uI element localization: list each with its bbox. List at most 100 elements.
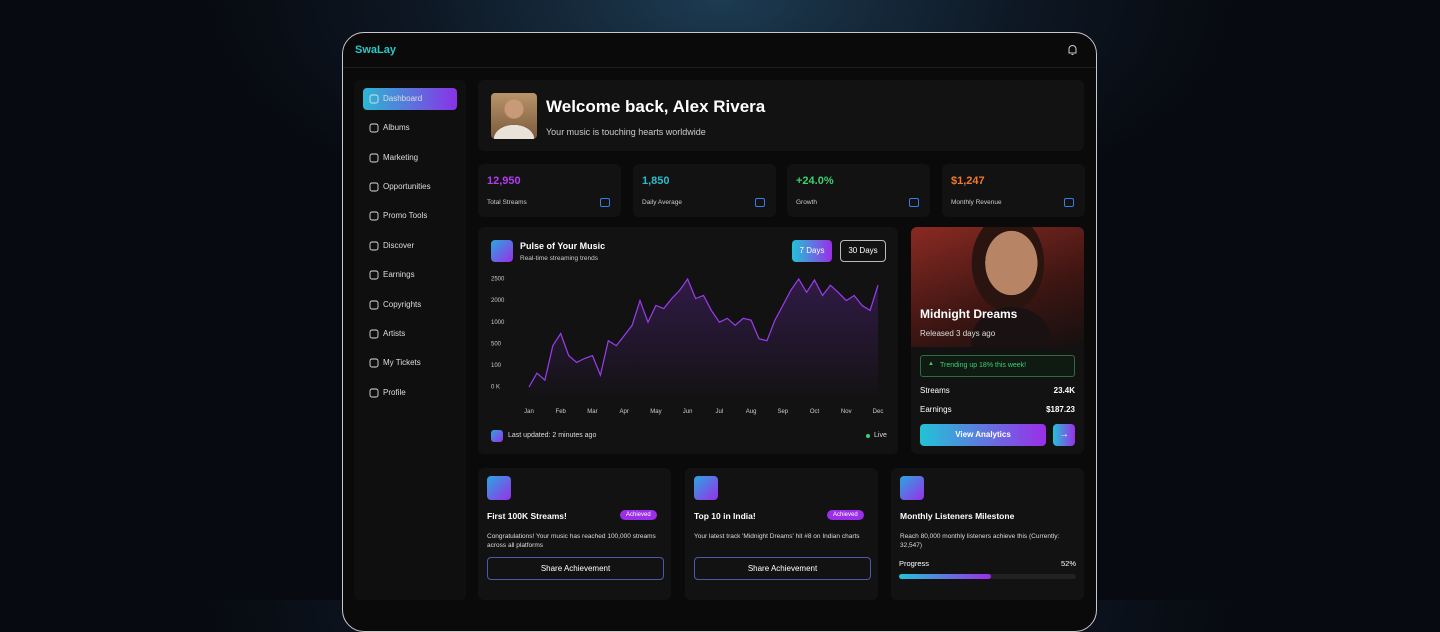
achievement-text: Your latest track 'Midnight Dreams' hit …	[694, 533, 860, 540]
stat-card	[633, 164, 776, 217]
achievement-badge: Achieved	[620, 510, 657, 520]
stat-label: Total Streams	[487, 199, 527, 206]
y-tick-label: 100	[491, 363, 502, 369]
sidebar	[354, 80, 466, 600]
stat-value: 12,950	[487, 175, 521, 187]
x-tick-label: Oct	[810, 409, 820, 415]
nav-item[interactable]: Earnings	[363, 264, 457, 286]
stat-label: Growth	[796, 199, 817, 206]
stat-label: Streams	[920, 386, 950, 395]
x-tick-label: Apr	[620, 409, 629, 415]
achievement-icon	[694, 476, 718, 500]
nav-icon	[369, 388, 379, 398]
release-date: Released 3 days ago	[920, 329, 996, 338]
line	[528, 277, 879, 388]
analytics-button[interactable]: View Analytics	[920, 424, 1046, 446]
y-tick-label: 500	[491, 341, 502, 347]
arrow-button[interactable]: →	[1053, 424, 1075, 446]
stat-card	[478, 164, 621, 217]
nav-icon	[369, 94, 379, 104]
release-title: Midnight Dreams	[920, 307, 1018, 321]
x-tick-label: Feb	[556, 409, 567, 415]
y-tick-label: 2000	[491, 298, 505, 304]
nav-item[interactable]: Dashboard	[363, 88, 457, 110]
stat-card	[787, 164, 930, 217]
achievement-text: Reach 80,000 monthly listeners achieve t…	[900, 533, 1060, 549]
achievement-text: Congratulations! Your music has reached …	[487, 533, 656, 549]
range-button[interactable]: 7 Days	[792, 240, 832, 262]
stat-value: $1,247	[951, 175, 985, 187]
welcome-title: Welcome back, Alex Rivera	[546, 97, 766, 116]
live-dot	[866, 434, 870, 438]
welcome-subtitle: Your music is touching hearts worldwide	[546, 127, 706, 137]
avatar	[491, 93, 537, 139]
range-button[interactable]: 30 Days	[840, 240, 886, 262]
nav-icon	[369, 300, 379, 310]
stat-icon	[600, 198, 610, 207]
nav-item[interactable]: Profile	[363, 382, 457, 404]
y-tick-label: 2500	[491, 277, 505, 283]
x-tick-label: May	[650, 409, 661, 415]
achievement-icon	[900, 476, 924, 500]
header-divider	[343, 67, 1096, 68]
x-tick-label: Mar	[587, 409, 597, 415]
stat-icon	[755, 198, 765, 207]
nav-icon	[369, 211, 379, 221]
nav-icon	[369, 358, 379, 368]
trend-arrow: ▲	[928, 361, 934, 367]
nav-icon	[369, 123, 379, 133]
stat-value: +24.0%	[796, 175, 834, 187]
stat-icon	[909, 198, 919, 207]
chart-subtitle: Real-time streaming trends	[520, 255, 599, 262]
progress-label: Progress	[899, 559, 930, 568]
stat-label: Monthly Revenue	[951, 199, 1002, 206]
logo: SwaLay	[355, 44, 396, 56]
nav-icon	[369, 182, 379, 192]
x-tick-label: Nov	[841, 409, 852, 415]
x-tick-label: Jul	[716, 409, 724, 415]
share-button[interactable]: Share Achievement	[694, 557, 871, 580]
last-updated: Last updated: 2 minutes ago	[508, 432, 597, 439]
achievement-title: Monthly Listeners Milestone	[900, 511, 1015, 521]
y-tick-label: 0 K	[491, 385, 500, 391]
x-tick-label: Aug	[746, 409, 757, 415]
trend-box: Trending up 18% this week!	[920, 355, 1075, 377]
stat-icon	[1064, 198, 1074, 207]
nav-item[interactable]: Copyrights	[363, 294, 457, 316]
stat-value: 1,850	[642, 175, 670, 187]
y-tick-label: 1000	[491, 320, 505, 326]
bell-icon[interactable]	[1067, 44, 1078, 56]
nav-item[interactable]: Opportunities	[363, 176, 457, 198]
progress-bar	[899, 574, 992, 579]
chart-icon	[491, 240, 513, 262]
live-status: Live	[874, 432, 887, 439]
welcome-card	[478, 80, 1084, 151]
chart-title: Pulse of Your Music	[520, 241, 606, 251]
nav-icon	[369, 270, 379, 280]
nav-item[interactable]: Albums	[363, 117, 457, 139]
nav-icon	[369, 241, 379, 251]
share-button[interactable]: Share Achievement	[487, 557, 664, 580]
stat-value: 23.4K	[1053, 386, 1075, 395]
update-icon	[491, 430, 503, 442]
nav-item[interactable]: Artists	[363, 323, 457, 345]
x-tick-label: Dec	[873, 409, 884, 415]
nav-item[interactable]: Promo Tools	[363, 205, 457, 227]
achievement-icon	[487, 476, 511, 500]
achievement-badge: Achieved	[827, 510, 864, 520]
x-tick-label: Jan	[524, 409, 534, 415]
stat-value: $187.23	[1046, 405, 1075, 414]
nav-item[interactable]: My Tickets	[363, 352, 457, 374]
stat-label: Daily Average	[642, 199, 682, 206]
nav-item[interactable]: Discover	[363, 235, 457, 257]
nav-item[interactable]: Marketing	[363, 147, 457, 169]
stat-label: Earnings	[920, 405, 952, 414]
release-cover	[911, 227, 1084, 347]
x-tick-label: Sep	[777, 409, 788, 415]
achievement-title: First 100K Streams!	[487, 511, 567, 521]
nav-icon	[369, 153, 379, 163]
nav-icon	[369, 329, 379, 339]
line-chart: 0 K 100 500 1000 2000 2500 Jan Feb Mar Apr May Jun J…	[491, 277, 884, 415]
